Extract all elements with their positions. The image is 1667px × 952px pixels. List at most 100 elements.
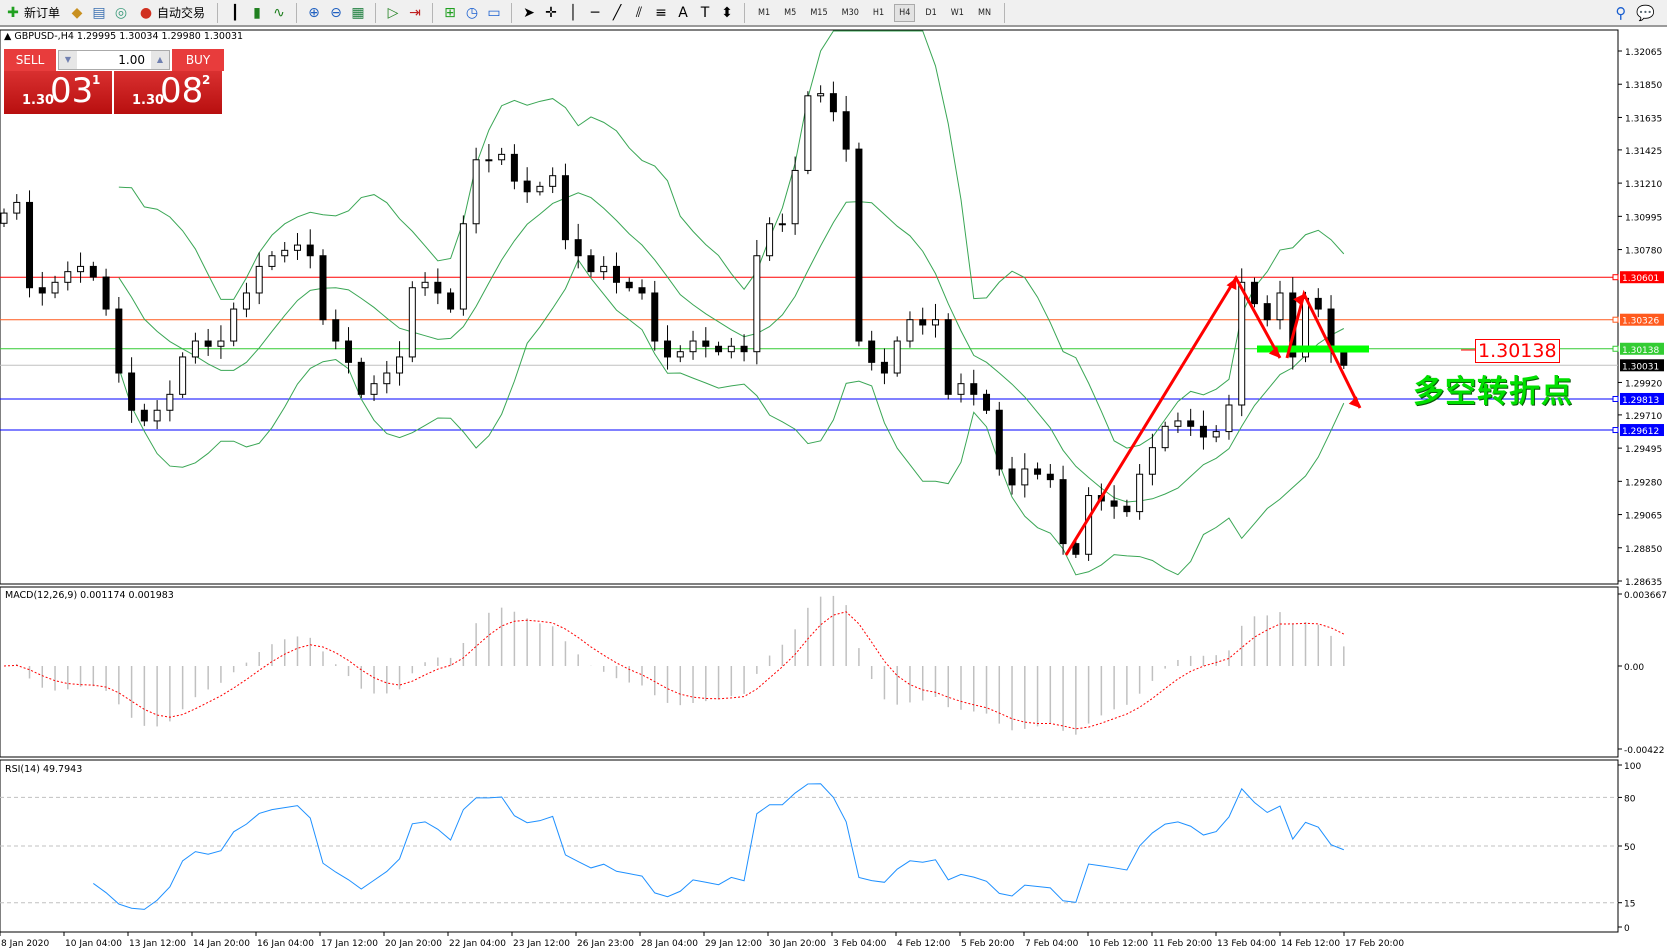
time-tick-label: 4 Feb 12:00 xyxy=(897,939,951,949)
candlestick-icon[interactable]: ▮ xyxy=(253,4,261,21)
price-tag: 1.30601 xyxy=(1622,274,1659,284)
horizontal-line-icon[interactable]: ─ xyxy=(590,4,600,21)
macd-indicator: 0.003667 0.00 -0.00422 xyxy=(3,591,1667,756)
bull-candle xyxy=(77,265,85,273)
collapse-arrow-icon[interactable]: ▲ xyxy=(4,31,12,42)
bull-candle xyxy=(179,356,187,395)
bull-candle xyxy=(906,319,914,342)
bull-candle xyxy=(396,356,404,374)
zoom-in-icon[interactable]: ⊕ xyxy=(308,4,320,21)
time-axis: 8 Jan 2020 10 Jan 04:00 13 Jan 12:00 14 Jan… xyxy=(0,932,1404,949)
bar-chart-icon[interactable]: ┃ xyxy=(230,4,240,21)
text-icon[interactable]: A xyxy=(678,4,688,21)
one-click-trading-panel: SELL ▼ 1.00 ▲ BUY 1.30 03 1 1.30 08 2 xyxy=(4,49,224,114)
sell-price[interactable]: 1.30 03 1 xyxy=(4,71,112,114)
crosshair-icon[interactable]: ✛ xyxy=(545,4,557,21)
annotations[interactable] xyxy=(1064,275,1475,556)
rsi-tick-label: 15 xyxy=(1624,900,1635,910)
bull-candle xyxy=(242,292,250,310)
chat-icon[interactable]: 💬 xyxy=(1636,3,1655,22)
bear-candle xyxy=(740,345,748,353)
sell-price-fraction: 1 xyxy=(92,73,101,87)
price-tick-label: 1.29280 xyxy=(1625,478,1662,488)
bull-candle xyxy=(1021,468,1029,486)
rsi-line xyxy=(93,783,1344,910)
sell-button[interactable]: SELL xyxy=(4,49,56,71)
terminal-icon[interactable]: ▤ xyxy=(92,4,106,21)
bull-candle xyxy=(383,372,391,385)
price-tick-label: 1.31425 xyxy=(1625,147,1662,157)
turning-point-text[interactable]: 多空转折点 xyxy=(1413,374,1573,410)
price-label-annotation[interactable]: 1.30138 xyxy=(1475,339,1560,363)
trendline-icon[interactable]: ╱ xyxy=(612,4,622,21)
bull-candle xyxy=(893,340,901,374)
bear-candle xyxy=(102,276,110,310)
auto-trading-button[interactable]: ● 自动交易 xyxy=(135,2,208,24)
price-tick-label: 1.31635 xyxy=(1625,114,1662,124)
line-chart-icon[interactable]: ∿ xyxy=(273,4,285,21)
equidistant-channel-icon[interactable]: ⫽ xyxy=(635,4,643,21)
cursor-icon[interactable]: ➤ xyxy=(523,4,535,21)
timeframe-m30[interactable]: M30 xyxy=(841,7,859,18)
arrow-head-icon xyxy=(1226,278,1237,290)
buy-price[interactable]: 1.30 08 2 xyxy=(114,71,222,114)
bear-candle xyxy=(89,265,97,278)
text-label-icon[interactable]: T xyxy=(700,4,710,21)
meta-editor-icon[interactable]: ◆ xyxy=(71,4,83,21)
bull-candle xyxy=(1238,281,1246,406)
separator xyxy=(296,2,298,23)
timeframe-h4[interactable]: H4 xyxy=(894,3,916,22)
arrow-head-icon xyxy=(1348,396,1360,408)
bull-candle xyxy=(1174,420,1182,427)
vertical-line-icon[interactable]: │ xyxy=(568,4,578,21)
new-order-button[interactable]: ✚ 新订单 xyxy=(2,2,63,24)
time-tick-label: 3 Feb 04:00 xyxy=(833,939,887,949)
bear-candle xyxy=(970,383,978,395)
chart-shift-icon[interactable]: ⇥ xyxy=(409,4,421,21)
bull-candle xyxy=(778,223,786,226)
time-tick-label: 26 Jan 23:00 xyxy=(577,939,634,949)
bollinger-upper-band xyxy=(118,30,1345,449)
timeframe-m15[interactable]: M15 xyxy=(810,7,828,18)
line-handle xyxy=(1612,427,1619,434)
new-order-label: 新订单 xyxy=(24,6,61,20)
timeframe-m1[interactable]: M1 xyxy=(758,7,771,18)
separator xyxy=(1004,2,1006,23)
periods-icon[interactable]: ◷ xyxy=(465,4,479,21)
price-tag-bg xyxy=(1620,271,1664,284)
bear-candle xyxy=(715,345,723,353)
buy-button[interactable]: BUY xyxy=(172,49,224,71)
search-icon[interactable]: ⚲ xyxy=(1615,3,1627,22)
bear-candle xyxy=(319,255,327,321)
auto-scroll-icon[interactable]: ▷ xyxy=(387,4,399,21)
time-tick-label: 10 Jan 04:00 xyxy=(65,939,122,949)
lot-decrease-icon[interactable]: ▼ xyxy=(59,51,77,69)
bear-candle xyxy=(1110,500,1118,507)
arrows-icon[interactable]: ⬍ xyxy=(721,4,733,21)
timeframe-mn[interactable]: MN xyxy=(977,7,992,18)
price-tag: 1.29612 xyxy=(1622,427,1659,437)
macd-panel-frame xyxy=(0,586,1619,758)
arrow-head-icon xyxy=(1293,294,1304,306)
signals-icon[interactable]: ◎ xyxy=(114,4,128,21)
timeframe-h1[interactable]: H1 xyxy=(872,7,885,18)
timeframe-d1[interactable]: D1 xyxy=(925,7,937,18)
price-tick-label: 1.31850 xyxy=(1625,81,1662,91)
tile-windows-icon[interactable]: ▦ xyxy=(351,4,365,21)
lot-size-input[interactable]: ▼ 1.00 ▲ xyxy=(58,50,170,70)
candles xyxy=(0,81,1348,561)
price-tag: 1.29813 xyxy=(1622,396,1659,406)
templates-icon[interactable]: ▭ xyxy=(487,4,501,21)
lot-increase-icon[interactable]: ▲ xyxy=(151,51,169,69)
indicators-icon[interactable]: ⊞ xyxy=(444,4,456,21)
timeframe-w1[interactable]: W1 xyxy=(950,7,964,18)
separator xyxy=(217,2,219,23)
bull-candle xyxy=(804,95,812,171)
bear-candle xyxy=(204,340,212,347)
bear-candle xyxy=(26,201,34,289)
timeframe-m5[interactable]: M5 xyxy=(784,7,797,18)
zoom-out-icon[interactable]: ⊖ xyxy=(330,4,342,21)
price-tag: 1.30326 xyxy=(1622,317,1659,327)
fibonacci-icon[interactable]: ≡ xyxy=(655,4,667,21)
